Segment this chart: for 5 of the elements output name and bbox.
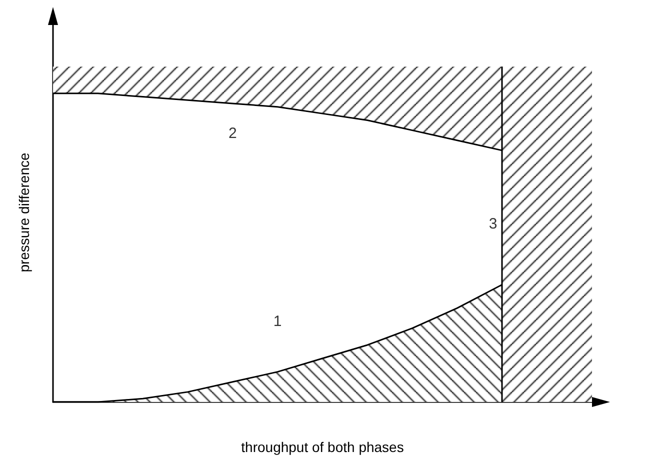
annotation: 1 xyxy=(273,313,282,330)
annotation: 3 xyxy=(488,216,498,233)
x-axis-title: throughput of both phases xyxy=(241,439,404,455)
annotation: 2 xyxy=(228,125,237,142)
y-axis-title: pressure difference xyxy=(16,152,32,272)
